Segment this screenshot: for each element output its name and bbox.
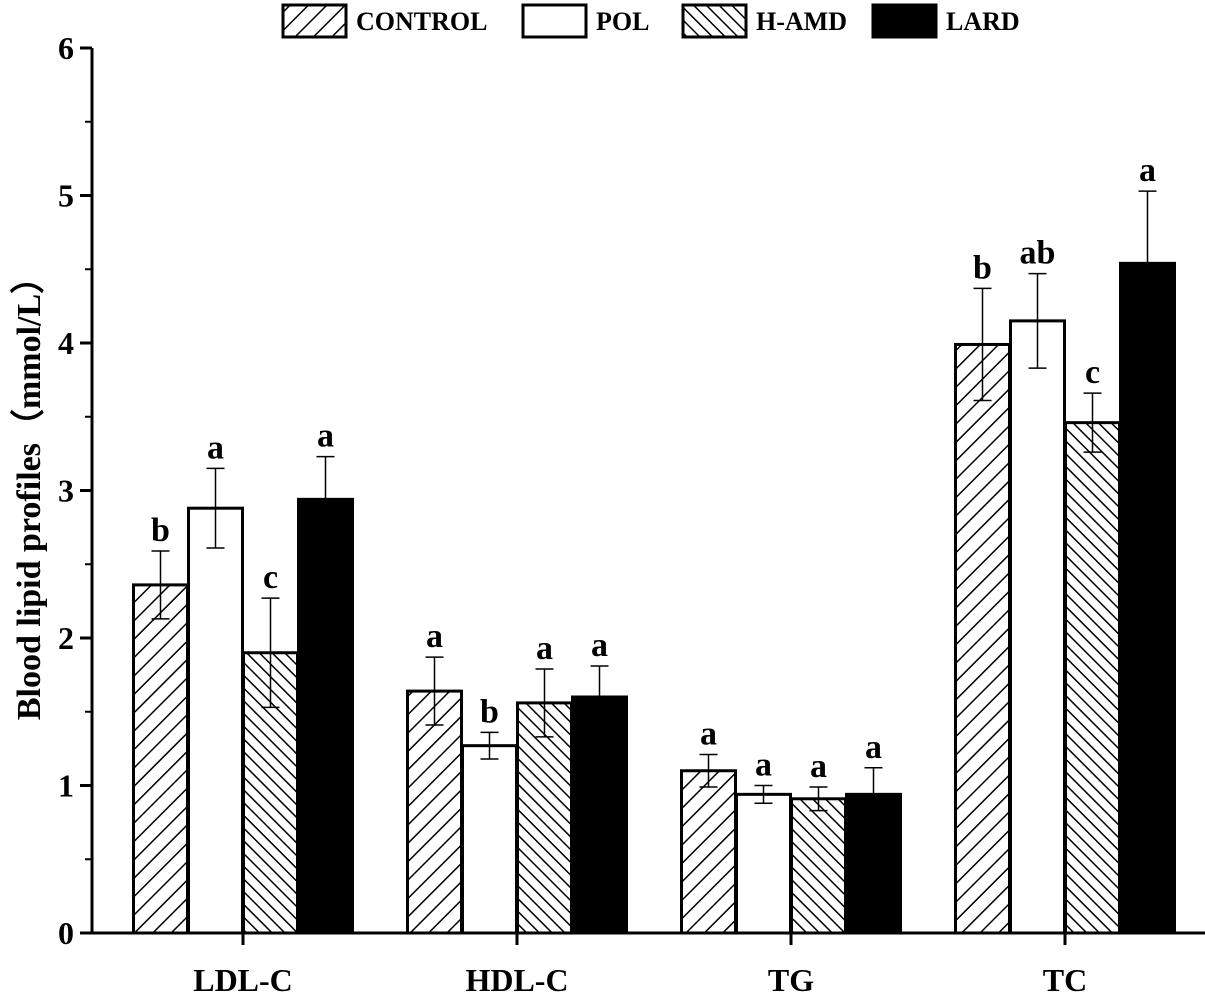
significance-letter: a	[591, 627, 608, 664]
bar	[297, 497, 354, 935]
bars	[132, 261, 1176, 935]
significance-letter: b	[480, 693, 499, 730]
x-tick-label: TG	[768, 962, 814, 998]
legend-label: H-AMD	[756, 7, 847, 36]
y-tick-label: 3	[58, 473, 74, 509]
legend: CONTROL POL H-AMD LARD	[281, 3, 1020, 39]
y-tick-label: 0	[58, 915, 74, 951]
significance-letter: a	[317, 418, 334, 455]
y-tick-label: 4	[58, 325, 74, 361]
x-tick-label: TC	[1043, 962, 1087, 998]
x-tick-label: LDL-C	[193, 962, 293, 998]
legend-label: CONTROL	[356, 7, 487, 36]
y-ticks: 0 1 2 3 4 5 6	[58, 30, 92, 951]
y-tick-label: 2	[58, 620, 74, 656]
significance-letter: b	[151, 512, 170, 549]
significance-letter: b	[973, 249, 992, 286]
significance-letter: ab	[1020, 235, 1056, 272]
significance-letter: c	[1085, 354, 1100, 391]
significance-letter: c	[263, 559, 278, 596]
bar	[790, 797, 847, 935]
significance-letter: a	[755, 747, 772, 784]
bar	[187, 506, 244, 935]
x-tick-label: HDL-C	[465, 962, 568, 998]
bar	[132, 583, 189, 935]
bar	[1009, 319, 1066, 935]
significance-letter: a	[426, 618, 443, 655]
significance-letter: a	[536, 630, 553, 667]
y-tick-label: 6	[58, 30, 74, 66]
bar	[845, 792, 902, 935]
y-tick-label: 5	[58, 178, 74, 214]
legend-label: POL	[596, 7, 649, 36]
y-tick-label: 1	[58, 768, 74, 804]
legend-swatch	[871, 3, 938, 39]
error-bars	[151, 190, 1157, 822]
bar	[461, 744, 518, 935]
bar	[954, 342, 1011, 935]
bar	[1064, 421, 1121, 935]
bar	[735, 792, 792, 935]
x-ticks: LDL-C HDL-C TG TC	[193, 933, 1087, 998]
y-axis-label: Blood lipid profiles（mmol/L）	[9, 260, 48, 720]
significance-letter: a	[810, 748, 827, 785]
significance-letter: a	[207, 429, 224, 466]
legend-swatch	[521, 3, 588, 39]
legend-swatch	[281, 3, 348, 39]
significance-letter: a	[865, 729, 882, 766]
bar	[406, 689, 463, 935]
bar	[680, 769, 737, 935]
significance-letter: a	[700, 716, 717, 753]
bar	[571, 695, 628, 935]
legend-swatch	[681, 3, 748, 39]
legend-label: LARD	[946, 7, 1020, 36]
significance-letter: a	[1139, 152, 1156, 189]
bar	[1119, 261, 1176, 935]
